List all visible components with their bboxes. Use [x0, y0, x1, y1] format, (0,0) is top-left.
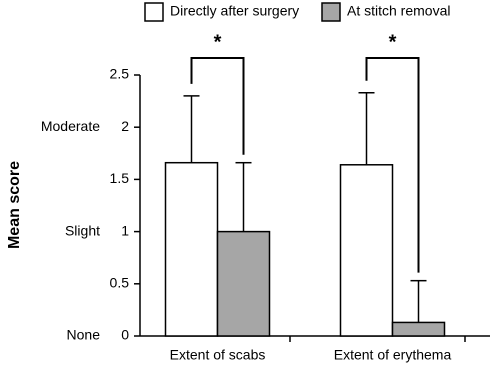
- significance-bracket: [190, 57, 245, 155]
- significance-bracket: [365, 57, 420, 273]
- legend-swatch: [321, 2, 341, 22]
- y-axis-label: Mean score: [6, 161, 23, 249]
- y-score-label: None: [67, 327, 101, 343]
- y-score-label: Moderate: [41, 118, 100, 134]
- bar: [391, 321, 446, 337]
- significance-label: *: [389, 31, 397, 53]
- y-tick-label: 2.5: [110, 66, 130, 82]
- x-tick-label: Extent of erythema: [334, 347, 452, 363]
- y-tick-label: 2: [121, 118, 129, 134]
- y-score-label: Slight: [65, 222, 100, 238]
- x-tick-label: Extent of scabs: [170, 347, 266, 363]
- significance-label: *: [214, 31, 222, 53]
- legend-swatch: [144, 2, 164, 22]
- bar: [164, 161, 219, 337]
- y-tick-label: 1: [121, 222, 129, 238]
- legend-label: Directly after surgery: [170, 3, 299, 19]
- legend-label: At stitch removal: [347, 3, 450, 19]
- bar: [216, 230, 271, 337]
- y-tick-label: 0.5: [110, 275, 130, 291]
- y-tick-label: 1.5: [110, 170, 130, 186]
- y-tick-label: 0: [121, 327, 129, 343]
- bar: [339, 164, 394, 337]
